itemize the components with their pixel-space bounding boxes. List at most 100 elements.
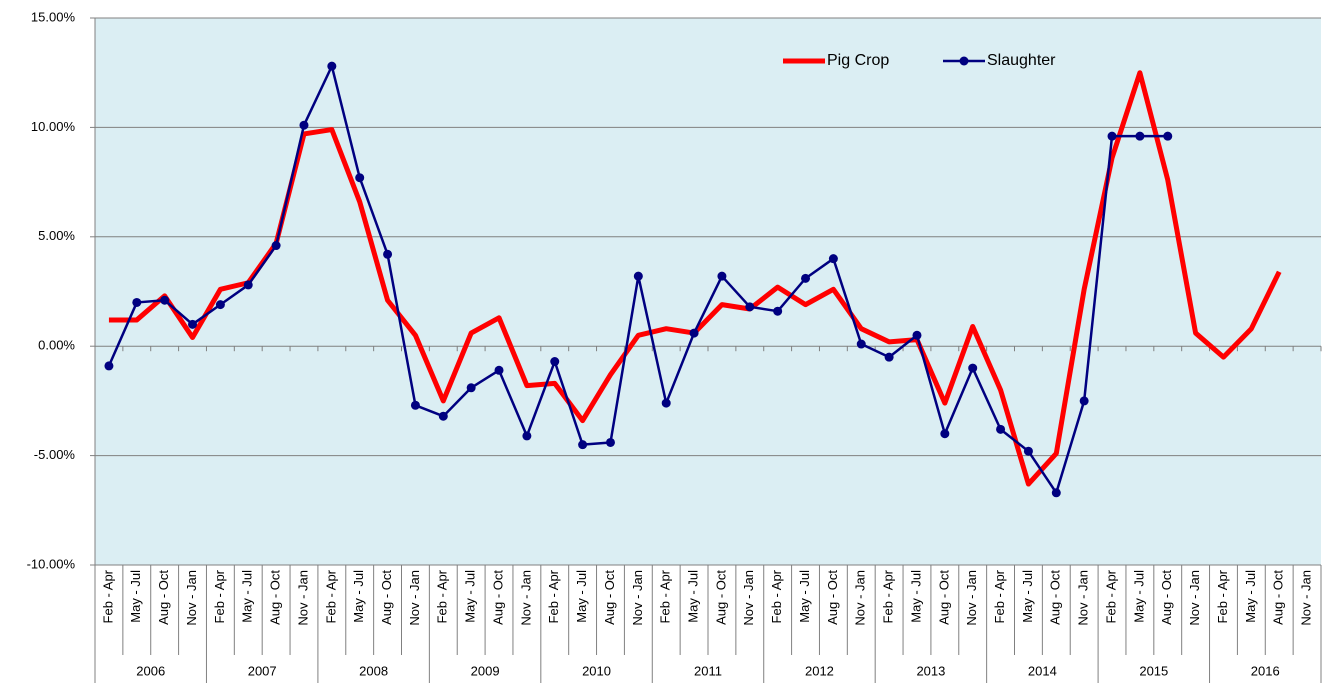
group-label: 2009	[471, 663, 500, 678]
x-tick-label: Aug - Oct	[1048, 570, 1063, 625]
x-tick-label: May - Jul	[1243, 570, 1258, 623]
x-tick-label: Feb - Apr	[1215, 569, 1230, 623]
x-tick-label: Nov - Jan	[1299, 570, 1314, 626]
x-tick-label: Aug - Oct	[1159, 570, 1174, 625]
x-tick-label: May - Jul	[574, 570, 589, 623]
series-marker	[1135, 131, 1145, 141]
x-tick-label: Feb - Apr	[435, 569, 450, 623]
series-marker	[996, 424, 1006, 434]
x-tick-label: May - Jul	[908, 570, 923, 623]
series-marker	[188, 319, 198, 329]
x-tick-label: May - Jul	[1131, 570, 1146, 623]
group-label: 2012	[805, 663, 834, 678]
group-label: 2014	[1028, 663, 1057, 678]
x-tick-label: Feb - Apr	[100, 569, 115, 623]
group-label: 2013	[916, 663, 945, 678]
series-marker	[940, 429, 950, 439]
group-label: 2011	[694, 663, 722, 678]
x-tick-label: May - Jul	[686, 570, 701, 623]
series-marker	[383, 249, 393, 259]
series-marker	[271, 241, 281, 251]
x-tick-label: Aug - Oct	[379, 570, 394, 625]
x-tick-label: Feb - Apr	[658, 569, 673, 623]
x-tick-label: Nov - Jan	[407, 570, 422, 626]
series-marker	[1079, 396, 1089, 406]
series-marker	[160, 295, 170, 305]
group-label: 2008	[359, 663, 388, 678]
x-tick-label: Aug - Oct	[1271, 570, 1286, 625]
series-marker	[773, 306, 783, 316]
x-tick-label: May - Jul	[797, 570, 812, 623]
x-tick-label: May - Jul	[351, 570, 366, 623]
x-tick-label: Feb - Apr	[323, 569, 338, 623]
x-tick-label: Nov - Jan	[295, 570, 310, 626]
x-tick-label: Nov - Jan	[518, 570, 533, 626]
series-marker	[1163, 131, 1173, 141]
y-tick-label: 10.00%	[31, 119, 76, 134]
x-tick-label: Nov - Jan	[853, 570, 868, 626]
x-tick-label: Aug - Oct	[936, 570, 951, 625]
x-tick-label: Aug - Oct	[490, 570, 505, 625]
x-tick-label: Feb - Apr	[212, 569, 227, 623]
series-marker	[856, 339, 866, 349]
x-tick-label: Aug - Oct	[713, 570, 728, 625]
series-marker	[801, 273, 811, 283]
group-label: 2007	[248, 663, 277, 678]
series-marker	[661, 398, 671, 408]
group-label: 2010	[582, 663, 611, 678]
x-tick-label: Aug - Oct	[825, 570, 840, 625]
x-tick-label: Feb - Apr	[881, 569, 896, 623]
x-tick-label: Nov - Jan	[964, 570, 979, 626]
x-tick-label: May - Jul	[128, 570, 143, 623]
series-marker	[745, 302, 755, 312]
x-tick-label: May - Jul	[463, 570, 478, 623]
group-label: 2006	[136, 663, 165, 678]
series-marker	[689, 328, 699, 338]
x-tick-label: Feb - Apr	[769, 569, 784, 623]
x-tick-label: Feb - Apr	[992, 569, 1007, 623]
y-tick-label: -10.00%	[27, 556, 76, 571]
series-marker	[550, 357, 560, 367]
series-marker	[912, 330, 922, 340]
x-tick-label: Nov - Jan	[630, 570, 645, 626]
y-tick-label: 15.00%	[31, 9, 76, 24]
series-marker	[884, 352, 894, 362]
series-marker	[466, 383, 476, 393]
y-tick-label: 0.00%	[38, 338, 75, 353]
series-marker	[605, 437, 615, 447]
series-marker	[494, 365, 504, 375]
series-marker	[1107, 131, 1117, 141]
x-tick-label: May - Jul	[1020, 570, 1035, 623]
series-marker	[410, 400, 420, 410]
series-marker	[717, 271, 727, 281]
series-marker	[438, 411, 448, 421]
x-tick-label: Feb - Apr	[1103, 569, 1118, 623]
x-tick-label: Aug - Oct	[156, 570, 171, 625]
y-tick-label: -5.00%	[34, 447, 76, 462]
x-tick-label: Aug - Oct	[602, 570, 617, 625]
series-marker	[522, 431, 532, 441]
legend-label: Pig Crop	[827, 52, 889, 69]
x-tick-label: Nov - Jan	[1187, 570, 1202, 626]
series-marker	[578, 440, 588, 450]
series-marker	[1051, 488, 1061, 498]
x-tick-label: May - Jul	[240, 570, 255, 623]
series-marker	[104, 361, 114, 371]
x-tick-label: Nov - Jan	[741, 570, 756, 626]
plot-area	[95, 18, 1321, 565]
series-marker	[1023, 446, 1033, 456]
group-label: 2015	[1139, 663, 1168, 678]
x-tick-label: Feb - Apr	[546, 569, 561, 623]
series-marker	[633, 271, 643, 281]
series-marker	[327, 61, 337, 71]
series-marker	[132, 297, 142, 307]
series-marker	[215, 300, 225, 310]
legend-marker	[959, 56, 969, 66]
x-tick-label: Nov - Jan	[184, 570, 199, 626]
group-label: 2016	[1251, 663, 1280, 678]
series-marker	[968, 363, 978, 373]
series-marker	[243, 280, 253, 290]
x-tick-label: Aug - Oct	[268, 570, 283, 625]
legend-label: Slaughter	[987, 52, 1056, 69]
